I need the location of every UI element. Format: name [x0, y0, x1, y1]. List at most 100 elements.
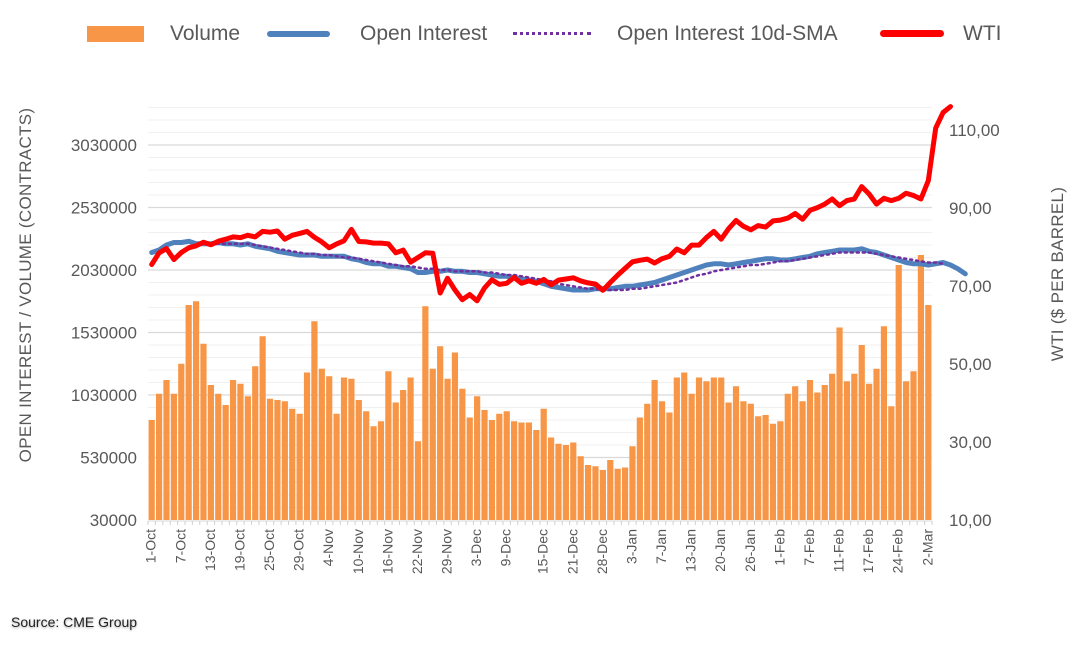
legend-swatch-wti	[880, 30, 944, 37]
volume-bar	[718, 377, 725, 520]
volume-bar	[873, 368, 880, 520]
y-tick-label-right: 90,00	[949, 199, 992, 218]
x-tick-label: 7-Oct	[172, 529, 188, 563]
x-tick-label: 7-Jan	[653, 529, 669, 564]
volume-bar	[621, 467, 629, 520]
x-tick-label: 29-Oct	[291, 529, 307, 571]
volume-bar	[348, 378, 355, 520]
volume-bar	[614, 468, 621, 520]
volume-bar	[540, 408, 547, 520]
x-tick-label: 26-Jan	[742, 529, 758, 572]
volume-bar	[607, 460, 614, 520]
volume-bar	[814, 392, 821, 520]
volume-bar	[355, 400, 362, 520]
x-tick-label: 24-Feb	[890, 529, 906, 574]
volume-bar	[629, 446, 636, 520]
volume-bar	[474, 396, 481, 520]
volume-bar	[170, 393, 177, 520]
x-tick-label: 13-Jan	[683, 529, 699, 572]
x-axis: 1-Oct 7-Oct 13-Oct 19-Oct 25-Oct 29-Oct 4-Nov 1…	[143, 520, 935, 574]
volume-bar	[518, 422, 525, 520]
volume-bar	[496, 413, 503, 520]
legend-swatch-sma	[513, 32, 591, 35]
volume-bar	[481, 410, 488, 520]
y-tick-label-left: 3030000	[71, 136, 137, 155]
volume-bar	[451, 352, 459, 520]
series-lines	[149, 104, 968, 304]
legend-label-sma: Open Interest 10d-SMA	[617, 22, 838, 45]
x-tick-label: 11-Feb	[831, 529, 847, 573]
y-axis-right-title: WTI ($ PER BARREL)	[1048, 187, 1067, 361]
volume-bar	[570, 442, 577, 520]
chart-legend: Volume Open Interest Open Interest 10d-S…	[0, 14, 1077, 54]
volume-bar	[207, 385, 214, 520]
x-tick-label: 15-Dec	[535, 529, 551, 574]
volume-bar	[259, 336, 266, 520]
volume-bar	[888, 406, 895, 520]
x-tick-label: 29-Nov	[439, 529, 455, 574]
x-tick-label: 9-Dec	[498, 529, 514, 566]
x-tick-label: 3-Jan	[624, 529, 640, 564]
y-axis-left: 30000 530000 1030000 1530000 2030000 2530000 3…	[71, 136, 137, 530]
volume-bar	[422, 306, 429, 520]
open-interest-sma-line	[209, 242, 945, 292]
x-tick-label: 17-Feb	[860, 529, 876, 574]
volume-bar	[651, 380, 658, 520]
volume-bar	[363, 411, 370, 520]
volume-bar	[584, 465, 592, 520]
volume-bar	[429, 368, 436, 520]
volume-bar	[311, 321, 318, 520]
legend-label-wti: WTI	[963, 22, 1002, 45]
volume-bar	[777, 421, 784, 520]
volume-bar	[703, 381, 710, 520]
volume-bar	[155, 393, 163, 520]
volume-bar	[732, 386, 740, 520]
volume-bar	[792, 386, 799, 520]
volume-bar	[666, 412, 673, 520]
volume-bar	[466, 417, 473, 520]
y-tick-label-left: 1530000	[71, 324, 137, 343]
volume-bar	[244, 396, 251, 520]
volume-bar	[917, 255, 925, 520]
volume-bar	[769, 423, 777, 520]
volume-bar	[895, 265, 902, 520]
volume-bar	[215, 393, 222, 520]
volume-bar	[237, 383, 244, 520]
open-interest-line	[149, 238, 968, 293]
volume-bar	[910, 371, 917, 520]
volume-bar	[192, 301, 200, 520]
volume-bar	[925, 305, 932, 520]
x-tick-label: 28-Dec	[594, 529, 610, 574]
volume-bar	[370, 426, 377, 520]
volume-bar	[636, 417, 643, 520]
volume-bar	[340, 377, 348, 520]
volume-bar	[252, 366, 259, 520]
volume-bar	[392, 402, 399, 520]
x-tick-label: 21-Dec	[564, 529, 580, 574]
volume-bar	[377, 421, 385, 520]
volume-bar	[503, 411, 510, 520]
volume-bar	[762, 415, 769, 520]
y-axis-left-title: OPEN INTEREST / VOLUME (CONTRACTS)	[16, 108, 35, 463]
volume-bar	[333, 413, 340, 520]
volume-bar	[547, 437, 555, 520]
volume-bar	[799, 401, 806, 520]
volume-bar	[178, 363, 185, 520]
volume-bar	[710, 377, 717, 520]
volume-bar	[533, 430, 540, 520]
volume-bar	[163, 380, 170, 520]
volume-bar	[414, 441, 422, 520]
volume-bar	[903, 381, 910, 520]
volume-bar	[200, 343, 207, 520]
y-tick-label-left: 30000	[90, 511, 137, 530]
x-tick-label: 22-Nov	[409, 529, 425, 574]
volume-bar	[326, 376, 333, 520]
volume-bar	[829, 373, 836, 520]
volume-bar	[695, 377, 703, 520]
volume-bar	[821, 385, 828, 520]
volume-bar	[407, 377, 414, 520]
x-tick-label: 10-Nov	[350, 529, 366, 574]
volume-bar	[488, 420, 496, 520]
volume-bar	[303, 372, 311, 520]
